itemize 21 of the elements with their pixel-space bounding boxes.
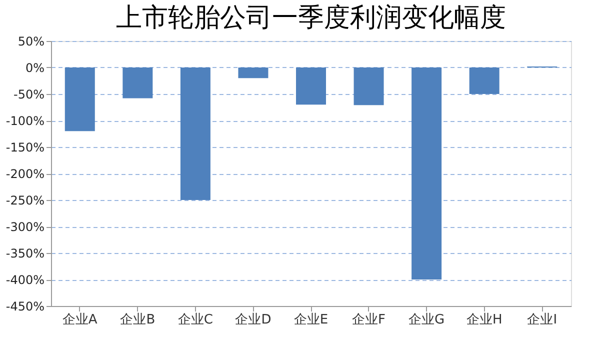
x-tick-label: 企业A (62, 312, 98, 328)
y-tick-label: -450% (6, 300, 44, 314)
x-tick-label: 企业H (466, 312, 502, 328)
x-tick-label: 企业I (527, 312, 558, 328)
y-tick-label: -200% (6, 167, 44, 181)
y-tick-label: -150% (6, 140, 44, 154)
y-tick-label: -400% (6, 273, 44, 287)
x-tick-label: 企业D (235, 312, 272, 328)
y-tick-label: -300% (6, 220, 44, 234)
x-tick-label: 企业F (352, 312, 386, 328)
x-tick-label: 企业E (294, 312, 328, 328)
y-tick-label: 50% (18, 34, 44, 48)
y-tick-label: -50% (13, 88, 44, 102)
x-tick-label: 企业B (120, 312, 156, 328)
x-tick-label: 企业C (178, 312, 213, 328)
chart-title: 上市轮胎公司一季度利润变化幅度 (116, 3, 506, 33)
y-tick-label: 0% (25, 61, 44, 75)
y-tick-label: -100% (6, 114, 44, 128)
y-tick-label: -350% (6, 246, 44, 260)
y-tick-label: -250% (6, 194, 44, 208)
x-tick-label: 企业G (408, 312, 445, 328)
